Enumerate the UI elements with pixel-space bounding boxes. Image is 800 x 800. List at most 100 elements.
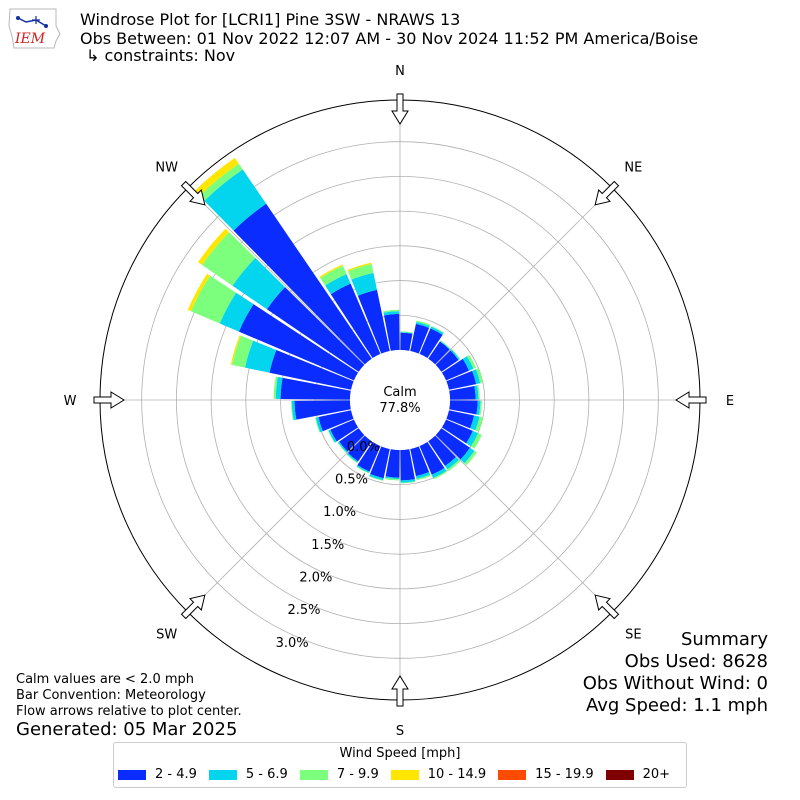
bar-a-e-bin-0	[449, 385, 476, 400]
bar-a-nnw-bin-0	[330, 283, 381, 359]
bar-a-w-bin-1	[291, 400, 297, 421]
legend-item: 2 - 4.9	[118, 767, 197, 782]
bar-b-s-bin-0	[385, 449, 400, 478]
bar-b-se-bin-2	[447, 459, 461, 472]
direction-arrow-ne	[594, 180, 620, 206]
calm-value: 77.8%	[379, 401, 420, 416]
legend-title: Wind Speed [mph]	[339, 746, 461, 761]
note-flow-arrows: Flow arrows relative to plot center.	[16, 704, 242, 719]
bar-a-ne-bin-1	[439, 340, 451, 350]
bar-b-ene-bin-2	[475, 368, 483, 384]
bar-a-s-bin-1	[400, 479, 416, 483]
bar-a-wsw-bin-2	[327, 430, 335, 443]
bar-a-wsw-bin-1	[328, 429, 337, 443]
bar-b-s-bin-1	[385, 476, 400, 480]
direction-arrow-se	[594, 594, 620, 620]
radial-tick-label: 0.5%	[335, 473, 368, 488]
bar-b-e-bin-1	[476, 400, 481, 415]
bar-a-n-bin-2	[383, 309, 400, 313]
axis-labels: 0.0% 0.5% 1.0% 1.5% 2.0% 2.5% 3.0% N NE E SE S SW W NW	[64, 64, 735, 739]
direction-arrow-s	[391, 675, 409, 707]
legend-label: 2 - 4.9	[155, 767, 197, 782]
bar-b-nw-bin-0	[233, 203, 372, 365]
radial-tick-label: 0.0%	[347, 440, 380, 455]
logo-text: IEM	[14, 31, 46, 47]
radial-tick-label: 2.5%	[287, 603, 320, 618]
bar-a-wnw-bin-0	[269, 350, 354, 390]
radial-tick-label: 1.0%	[323, 505, 356, 520]
bar-b-nnw-bin-1	[351, 272, 377, 296]
grid-spoke	[435, 435, 613, 613]
bar-a-ese-bin-0	[446, 410, 475, 429]
grid-spoke	[187, 435, 365, 613]
legend-items: 2 - 4.9 5 - 6.9 7 - 9.9 10 - 14.9 15 - 19.9 2…	[118, 767, 682, 782]
bar-b-e-bin-0	[449, 400, 478, 415]
bar-a-w-bin-0	[294, 400, 351, 420]
bar-b-se-bin-1	[445, 456, 459, 470]
bar-a-n-bin-0	[384, 313, 400, 351]
bar-b-n-bin-0	[400, 332, 413, 351]
compass-label-nw: NW	[155, 161, 178, 176]
bar-b-nne-bin-2	[431, 325, 445, 334]
bar-a-sse-bin-0	[419, 441, 445, 475]
legend-label: 15 - 19.9	[535, 767, 594, 782]
compass-label-se: SE	[625, 627, 641, 642]
bar-a-wnw-bin-1	[245, 340, 277, 373]
legend-item: 5 - 6.9	[208, 767, 288, 782]
bar-a-e-bin-2	[477, 385, 480, 400]
bar-a-ene-bin-1	[462, 356, 474, 371]
direction-arrow-e	[675, 391, 707, 409]
summary-obs-without-wind: Obs Without Wind: 0	[582, 673, 768, 694]
bar-a-ne-bin-2	[440, 340, 451, 349]
bar-b-nw-bin-1	[204, 169, 267, 231]
generated-date: Generated: 05 Mar 2025	[16, 719, 238, 740]
bar-a-nne-bin-1	[415, 321, 430, 328]
bar-a-ene-bin-0	[441, 358, 470, 381]
legend-swatch	[118, 769, 146, 780]
summary-obs-used: Obs Used: 8628	[624, 651, 768, 672]
bar-a-nw-bin-1	[232, 257, 286, 310]
bar-b-ene-bin-0	[446, 370, 477, 390]
direction-arrow-sw	[180, 594, 206, 620]
bar-b-s-bin-2	[385, 477, 400, 481]
note-bar-convention: Bar Convention: Meteorology	[16, 688, 206, 703]
bar-a-nw-bin-2	[202, 232, 256, 286]
bar-a-w-bin-2	[290, 400, 294, 421]
bar-b-nw-bin-3	[194, 157, 239, 196]
note-calm: Calm values are < 2.0 mph	[16, 672, 195, 687]
bar-b-sse-bin-1	[415, 472, 431, 479]
bar-a-nnw-bin-1	[325, 274, 351, 295]
bar-b-ese-bin-2	[470, 433, 482, 449]
bar-b-n-bin-2	[400, 331, 413, 334]
bar-a-sse-bin-1	[431, 467, 447, 478]
legend-label: 5 - 6.9	[245, 767, 288, 782]
legend-label: 7 - 9.9	[336, 767, 379, 782]
bar-b-ne-bin-0	[435, 350, 459, 372]
chart-title-line-2: Obs Between: 01 Nov 2022 12:07 AM - 30 N…	[80, 29, 699, 48]
bar-b-w-bin-1	[275, 376, 283, 399]
iem-logo: IEM	[6, 6, 62, 52]
bar-a-sw-bin-0	[347, 435, 372, 462]
radial-tick-label: 3.0%	[276, 636, 309, 651]
bar-b-wnw-bin-0	[238, 304, 359, 381]
bar-a-nne-bin-2	[416, 320, 431, 326]
bar-a-ese-bin-1	[470, 415, 480, 431]
bar-b-wsw-bin-1	[315, 417, 323, 433]
bar-b-wnw-bin-3	[187, 273, 210, 312]
bar-a-e-bin-1	[474, 385, 479, 400]
chart-constraints: ↳ constraints: Nov	[86, 46, 236, 65]
bar-b-w-bin-2	[273, 376, 278, 399]
bar-b-ssw-bin-2	[356, 466, 370, 474]
bar-a-ssw-bin-0	[370, 446, 390, 479]
bar-b-wsw-bin-2	[315, 417, 321, 433]
compass-label-sw: SW	[156, 627, 177, 642]
bar-a-s-bin-2	[400, 481, 416, 484]
legend-item: 15 - 19.9	[498, 767, 594, 782]
bar-b-ne-bin-1	[450, 349, 460, 361]
bar-a-s-bin-0	[400, 449, 415, 481]
bar-b-nnw-bin-0	[357, 289, 390, 354]
compass-label-s: S	[396, 724, 404, 739]
legend: Wind Speed [mph] 2 - 4.9 5 - 6.9 7 - 9.9 10…	[113, 742, 687, 788]
bar-a-wnw-bin-3	[230, 335, 241, 365]
